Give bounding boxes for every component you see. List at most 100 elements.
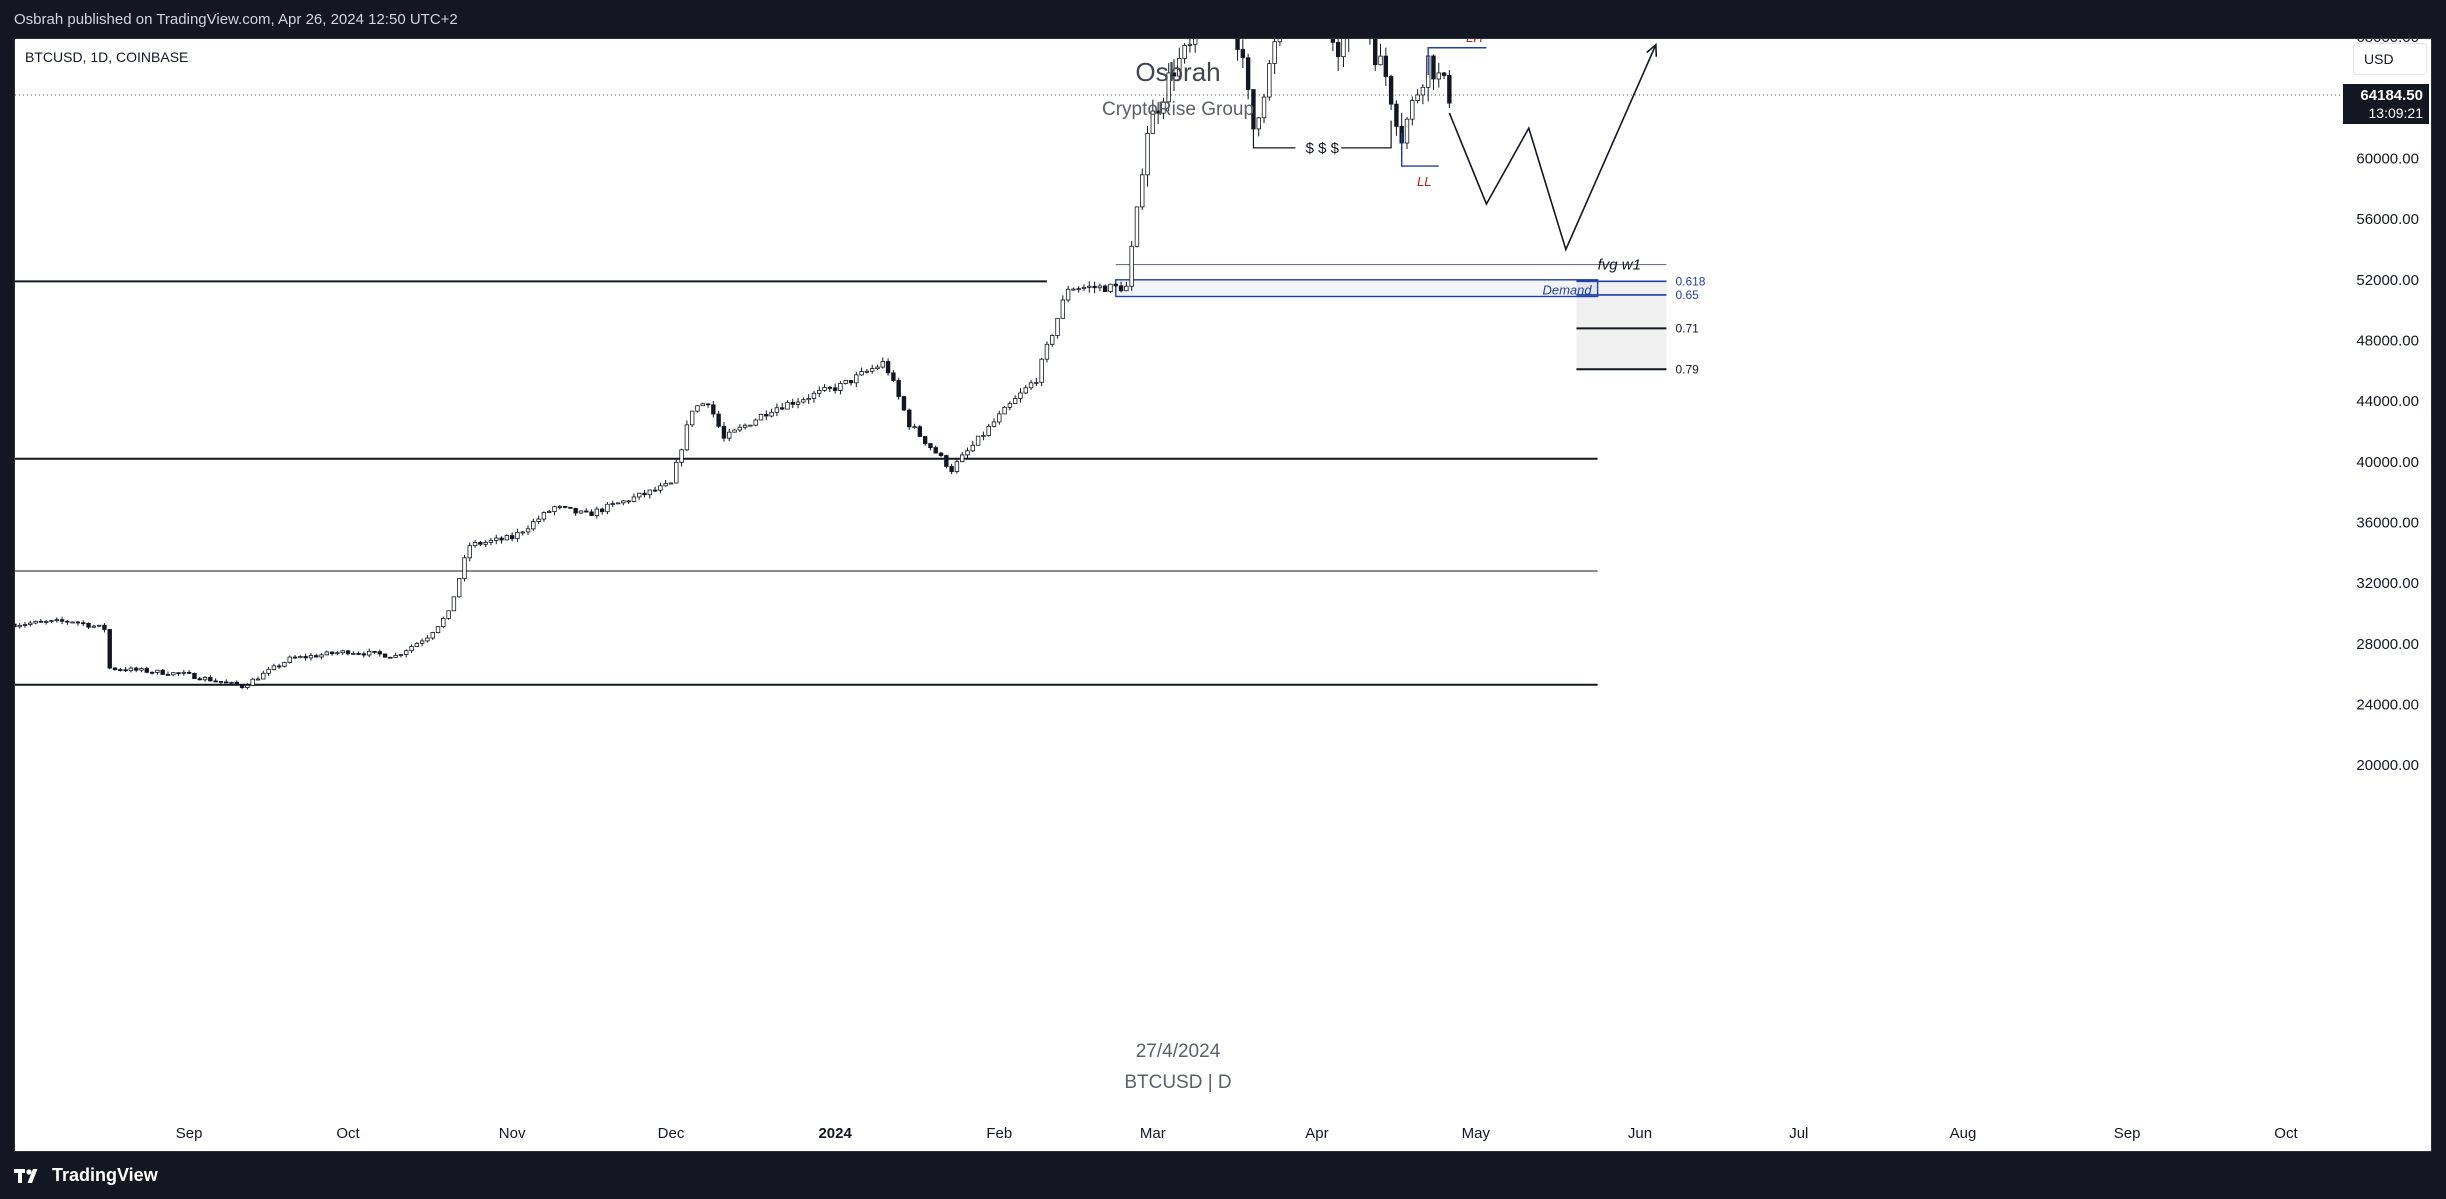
candle	[462, 554, 467, 582]
candle-body	[361, 653, 367, 656]
candle	[758, 413, 764, 421]
candle	[854, 371, 859, 388]
candle	[160, 669, 165, 675]
candle	[779, 403, 785, 411]
candle	[15, 623, 17, 628]
candle-body	[1431, 55, 1436, 80]
x-tick-label: Dec	[658, 1125, 685, 1142]
fib-level-label: 0.65	[1675, 288, 1699, 302]
candle-body	[303, 656, 308, 659]
candle	[917, 424, 923, 438]
candle-body	[467, 545, 472, 559]
candle-body	[366, 650, 372, 656]
candle-body	[933, 447, 938, 454]
candle-body	[716, 413, 721, 427]
candle-body	[742, 424, 748, 428]
candle	[938, 451, 944, 457]
watermark-date: 27/4/2024	[1135, 1041, 1221, 1062]
candle-body	[33, 620, 38, 624]
chart-area[interactable]: 20000.00 24000.00 28000.00 32000.00 36000.00…	[14, 38, 2432, 1152]
candle	[144, 666, 149, 674]
liquidity-line-right	[1341, 120, 1392, 149]
candle-body	[319, 654, 324, 658]
candle	[901, 395, 907, 412]
candle-body	[1245, 57, 1251, 90]
candle-body	[732, 429, 737, 433]
x-tick-label: Oct	[2274, 1125, 2298, 1142]
candle-body	[382, 653, 388, 658]
candle-body	[1267, 63, 1272, 98]
candle	[541, 511, 547, 522]
candle	[896, 377, 901, 400]
candle-body	[922, 436, 928, 444]
candle-body	[737, 426, 743, 431]
candle	[827, 385, 833, 392]
candle	[1277, 39, 1283, 47]
candle-body	[1330, 39, 1336, 43]
candle	[366, 648, 372, 658]
fib-level-label: 0.79	[1675, 362, 1699, 376]
candle	[912, 423, 917, 429]
candle	[1076, 286, 1081, 293]
candle	[213, 678, 218, 683]
candle	[28, 620, 33, 627]
candle-body	[1161, 101, 1166, 114]
candle-body	[938, 452, 944, 456]
candle-body	[806, 398, 811, 401]
candle	[520, 531, 525, 536]
candle-body	[626, 500, 631, 503]
tradingview-logo[interactable]: TradingView	[14, 1165, 158, 1186]
candle-body	[674, 461, 679, 484]
candle	[1092, 281, 1097, 294]
candle-body	[1145, 132, 1150, 176]
candle	[1187, 39, 1193, 53]
candle-body	[801, 399, 806, 403]
candle	[54, 617, 59, 623]
candle	[292, 654, 298, 659]
candle-body	[610, 503, 615, 505]
candle	[361, 651, 367, 658]
candle	[112, 666, 118, 671]
candle-body	[1102, 285, 1108, 292]
candle	[451, 596, 457, 612]
candle	[689, 410, 695, 428]
currency-button[interactable]: USD	[2353, 43, 2427, 75]
candle	[1341, 39, 1346, 68]
candle	[1002, 405, 1007, 415]
candle	[753, 418, 758, 427]
candle	[499, 536, 504, 544]
candle-body	[1018, 392, 1023, 399]
candle	[1023, 384, 1028, 395]
candle	[536, 515, 541, 524]
candle	[441, 616, 446, 629]
candle-body	[1335, 41, 1341, 58]
candle-body	[991, 421, 997, 427]
candle	[139, 667, 144, 673]
y-tick-label: 28000.00	[2356, 636, 2419, 653]
candle	[250, 677, 255, 686]
candle	[647, 489, 653, 499]
chart-canvas[interactable]: 20000.00 24000.00 28000.00 32000.00 36000.00…	[15, 39, 2431, 1151]
candle-body	[875, 366, 880, 370]
candle-body	[907, 409, 912, 428]
candle	[848, 380, 854, 386]
symbol-interval-exchange-label[interactable]: BTCUSD, 1D, COINBASE	[25, 49, 189, 65]
candle-body	[81, 622, 86, 625]
candle-body	[504, 535, 510, 541]
y-tick-label: 60000.00	[2356, 150, 2419, 167]
liquidity-label: $ $ $	[1306, 140, 1340, 157]
candle	[589, 509, 594, 516]
candle-body	[75, 621, 81, 624]
candle-body	[451, 596, 457, 612]
candle	[49, 620, 54, 624]
candle	[1012, 395, 1018, 405]
candle	[224, 679, 229, 684]
candle-body	[202, 677, 208, 681]
candle	[1182, 43, 1187, 64]
candle	[192, 672, 197, 680]
candle	[261, 670, 266, 680]
candle-body	[340, 650, 345, 654]
candle-body	[1060, 299, 1066, 319]
candle-body	[292, 656, 298, 659]
candle	[456, 578, 462, 598]
